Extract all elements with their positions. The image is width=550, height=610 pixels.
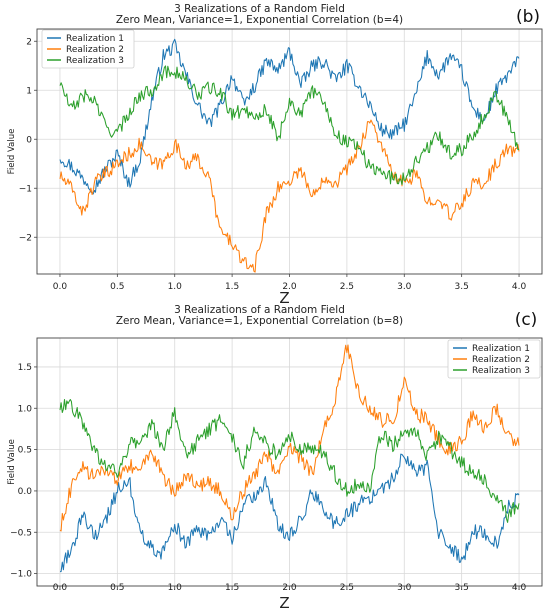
y-tick-label: 0 xyxy=(26,135,32,145)
x-tick-label: 4.0 xyxy=(512,282,527,292)
x-tick-label: 1.5 xyxy=(225,282,239,292)
x-tick-label: 1.0 xyxy=(168,282,183,292)
x-tick-label: 0.5 xyxy=(110,583,124,593)
x-tick-label: 2.5 xyxy=(340,583,354,593)
legend-entry-2: Realization 2 xyxy=(472,355,530,365)
x-tick-label: 2.0 xyxy=(282,583,297,593)
y-tick-label: 1 xyxy=(26,86,32,96)
y-tick-label: −2 xyxy=(19,233,32,243)
series-line-2 xyxy=(59,344,520,532)
chart-subtitle: Zero Mean, Variance=1, Exponential Corre… xyxy=(116,14,403,26)
x-tick-label: 3.0 xyxy=(397,583,412,593)
y-axis-label: Field Value xyxy=(7,439,17,485)
x-axis-label: Z xyxy=(279,594,289,610)
panel-label: (c) xyxy=(515,310,538,330)
x-tick-label: 4.0 xyxy=(512,583,527,593)
x-tick-label: 0.0 xyxy=(53,282,68,292)
series-line-2 xyxy=(59,119,520,273)
y-tick-label: 2 xyxy=(26,37,32,47)
y-tick-label: 0.0 xyxy=(18,487,33,497)
legend-box xyxy=(447,339,541,379)
legend-box xyxy=(41,29,135,69)
y-axis-label: Field Value xyxy=(7,129,17,175)
chart-title: 3 Realizations of a Random Field xyxy=(174,304,345,316)
x-axis-label: Z xyxy=(279,289,289,307)
x-tick-label: 3.5 xyxy=(454,282,468,292)
legend-entry-2: Realization 2 xyxy=(66,45,124,55)
chart-title: 3 Realizations of a Random Field xyxy=(174,3,345,15)
legend-entry-3: Realization 3 xyxy=(66,56,124,66)
x-tick-label: 3.0 xyxy=(397,282,412,292)
series-line-1 xyxy=(60,453,520,573)
y-tick-label: 0.5 xyxy=(18,446,32,456)
series-line-1 xyxy=(59,38,520,195)
x-tick-label: 2.0 xyxy=(282,282,297,292)
x-tick-label: 0.5 xyxy=(110,282,124,292)
x-tick-label: 2.5 xyxy=(340,282,354,292)
series-line-3 xyxy=(59,65,520,186)
y-tick-label: −1 xyxy=(19,184,32,194)
y-tick-label: 1.5 xyxy=(18,363,32,373)
x-tick-label: 1.5 xyxy=(225,583,239,593)
legend-entry-1: Realization 1 xyxy=(472,344,530,354)
y-tick-label: 1.0 xyxy=(18,404,33,414)
series-line-3 xyxy=(59,398,520,523)
legend-entry-3: Realization 3 xyxy=(472,366,530,376)
legend-entry-1: Realization 1 xyxy=(66,34,124,44)
x-tick-label: 3.5 xyxy=(454,583,468,593)
panel-label: (b) xyxy=(516,7,540,27)
y-tick-label: −0.5 xyxy=(10,528,32,538)
x-tick-label: 0.0 xyxy=(53,583,68,593)
x-tick-label: 1.0 xyxy=(168,583,183,593)
y-tick-label: −1.0 xyxy=(10,570,32,580)
chart-subtitle: Zero Mean, Variance=1, Exponential Corre… xyxy=(116,315,403,327)
